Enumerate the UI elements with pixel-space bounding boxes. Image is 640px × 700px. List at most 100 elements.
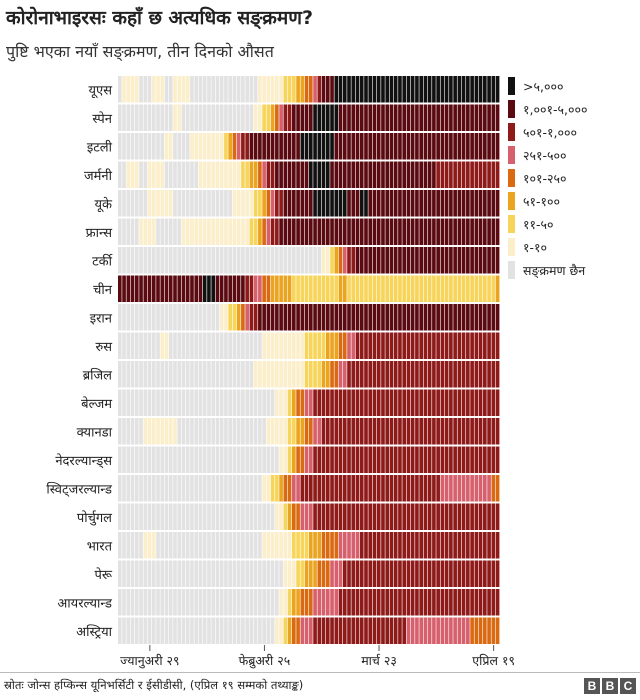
heatmap-cell (253, 503, 258, 530)
heatmap-cell (207, 247, 211, 274)
heatmap-cell (449, 475, 453, 502)
heatmap-cell (194, 418, 199, 445)
heatmap-cell (351, 418, 356, 445)
heatmap-cell (436, 418, 440, 445)
heatmap-cell (134, 275, 139, 302)
heatmap-cell (483, 247, 487, 274)
heatmap-cell (122, 418, 126, 445)
heatmap-cell (427, 218, 432, 245)
heatmap-cell (275, 560, 279, 587)
heatmap-cell (211, 76, 216, 103)
heatmap-cell (181, 76, 186, 103)
heatmap-cell (143, 304, 148, 331)
heatmap-cell (389, 104, 394, 131)
heatmap-cell (168, 275, 173, 302)
heatmap-cell (219, 104, 224, 131)
heatmap-cell (419, 560, 423, 587)
heatmap-cell (449, 589, 453, 616)
heatmap-cell (368, 76, 373, 103)
heatmap-cell (304, 503, 309, 530)
heatmap-cell (156, 617, 160, 644)
heatmap-cell (338, 389, 343, 416)
heatmap-cell (198, 161, 203, 188)
heatmap-cell (241, 104, 245, 131)
heatmap-cell (402, 418, 407, 445)
heatmap-cell (211, 361, 216, 388)
heatmap-cell (347, 161, 351, 188)
row-labels: यूएसस्पेनइटलीजर्मनीयूकेफ्रान्सटर्कीचीनइर… (46, 83, 113, 640)
row-label: क्यानडा (77, 425, 113, 440)
heatmap-cell (347, 560, 351, 587)
heatmap-cell (330, 218, 334, 245)
heatmap-cell (466, 617, 470, 644)
heatmap-cell (190, 275, 194, 302)
heatmap-cell (393, 247, 398, 274)
heatmap-cell (415, 247, 419, 274)
heatmap-cell (270, 503, 275, 530)
heatmap-cell (495, 418, 500, 445)
heatmap-cell (372, 418, 377, 445)
heatmap-cell (381, 389, 385, 416)
heatmap-cell (355, 418, 360, 445)
heatmap-cell (249, 503, 254, 530)
heatmap-cell (393, 560, 398, 587)
heatmap-cell (385, 503, 390, 530)
heatmap-cell (283, 389, 288, 416)
heatmap-cell (236, 589, 241, 616)
heatmap-cell (398, 190, 402, 217)
heatmap-cell (487, 275, 491, 302)
heatmap-cell (359, 560, 364, 587)
heatmap-cell (194, 475, 199, 502)
heatmap-cell (334, 218, 339, 245)
heatmap-cell (415, 218, 419, 245)
heatmap-cell (190, 475, 194, 502)
heatmap-cell (342, 104, 347, 131)
heatmap-cell (317, 275, 322, 302)
heatmap-cell (364, 446, 368, 473)
heatmap-cell (474, 389, 479, 416)
heatmap-cell (232, 332, 237, 359)
legend-label: १-१० (523, 240, 547, 255)
heatmap-cell (266, 589, 271, 616)
heatmap-cell (126, 247, 131, 274)
heatmap-cell (236, 389, 241, 416)
heatmap-cell (330, 76, 334, 103)
heatmap-cell (470, 104, 474, 131)
heatmap-cell (224, 133, 228, 160)
heatmap-cell (177, 218, 182, 245)
heatmap-cell (364, 133, 368, 160)
heatmap-cell (198, 133, 203, 160)
heatmap-cell (232, 389, 237, 416)
heatmap-cell (461, 161, 466, 188)
heatmap-cell (228, 104, 232, 131)
heatmap-cell (207, 218, 211, 245)
heatmap-cell (402, 275, 407, 302)
heatmap-cell (483, 475, 487, 502)
heatmap-cell (470, 161, 474, 188)
heatmap-cell (355, 218, 360, 245)
heatmap-cell (194, 275, 199, 302)
heatmap-cell (224, 275, 228, 302)
heatmap-cell (491, 503, 496, 530)
heatmap-cell (151, 161, 156, 188)
heatmap-cell (406, 418, 411, 445)
heatmap-cell (147, 133, 152, 160)
heatmap-cell (466, 475, 470, 502)
heatmap-cell (495, 275, 500, 302)
heatmap-cell (351, 76, 356, 103)
heatmap-cell (470, 560, 474, 587)
heatmap-cell (207, 190, 211, 217)
heatmap-cell (325, 275, 330, 302)
heatmap-cell (393, 532, 398, 559)
heatmap-cell (313, 133, 317, 160)
heatmap-cell (198, 104, 203, 131)
heatmap-cell (398, 332, 402, 359)
heatmap-cell (228, 133, 232, 160)
x-tick-label: ज्यानुअरी २९ (120, 653, 179, 669)
heatmap-cell (147, 475, 152, 502)
heatmap-cell (483, 589, 487, 616)
heatmap-cell (207, 161, 211, 188)
heatmap-cell (381, 275, 385, 302)
bbc-logo-block: B (602, 678, 618, 694)
heatmap-cell (368, 161, 373, 188)
